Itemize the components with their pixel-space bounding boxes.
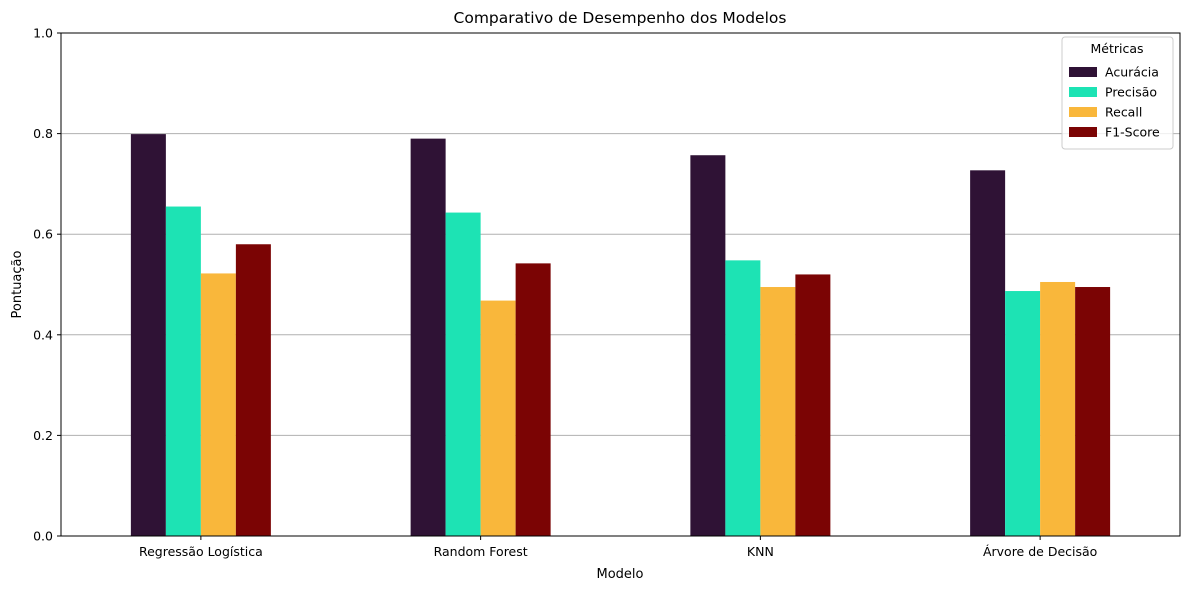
bar-acur-cia-1 — [410, 138, 446, 536]
legend-items: Acurácia Precisão Recall F1-Score — [1069, 65, 1160, 140]
bars — [130, 134, 1111, 537]
legend-label: F1-Score — [1105, 125, 1160, 140]
bar-recall-2 — [760, 287, 796, 536]
y-tick-label: 0.8 — [33, 126, 53, 141]
bar-f1-score-1 — [515, 263, 551, 536]
bar-f1-score-3 — [1075, 287, 1111, 536]
legend-label: Acurácia — [1105, 65, 1159, 80]
x-tick-label: Random Forest — [434, 544, 528, 559]
x-axis-label: Modelo — [597, 567, 644, 582]
bar-acur-cia-3 — [970, 170, 1006, 536]
y-tick-label: 0.6 — [33, 227, 53, 242]
bar-precis-o-2 — [725, 260, 761, 536]
legend-swatch — [1069, 107, 1097, 117]
legend-box — [1061, 36, 1174, 150]
y-tick-label: 0.0 — [33, 529, 53, 544]
legend-swatch — [1069, 87, 1097, 97]
y-axis-ticks: 0.0 0.2 0.4 0.6 0.8 1.0 — [33, 26, 61, 544]
chart-title: Comparativo de Desempenho dos Modelos — [454, 9, 787, 27]
bar-precis-o-3 — [1005, 291, 1041, 536]
legend-label: Recall — [1105, 105, 1142, 120]
bar-precis-o-1 — [445, 212, 481, 537]
legend: Métricas Acurácia Precisão Recall F1-Score — [1061, 36, 1174, 150]
bar-f1-score-2 — [795, 274, 831, 536]
legend-swatch — [1069, 127, 1097, 137]
legend-swatch — [1069, 67, 1097, 77]
y-tick-label: 0.2 — [33, 428, 53, 443]
bar-acur-cia-0 — [130, 134, 166, 536]
legend-label: Precisão — [1105, 85, 1157, 100]
y-tick-label: 1.0 — [33, 26, 53, 41]
bar-acur-cia-2 — [690, 155, 726, 536]
bar-recall-1 — [480, 300, 516, 536]
plot-frame — [60, 32, 1181, 537]
bar-precis-o-0 — [165, 206, 201, 536]
y-axis-label: Pontuação — [10, 250, 25, 318]
x-tick-label: KNN — [747, 544, 774, 559]
bar-f1-score-0 — [235, 244, 271, 536]
legend-title: Métricas — [1090, 41, 1143, 56]
bar-recall-0 — [200, 273, 236, 536]
x-tick-label: Regressão Logística — [139, 544, 263, 559]
x-tick-label: Árvore de Decisão — [983, 544, 1097, 559]
bar-recall-3 — [1040, 281, 1076, 536]
y-tick-label: 0.4 — [33, 327, 53, 342]
x-axis-ticks: Regressão Logística Random Forest KNN Árvor… — [139, 536, 1097, 559]
